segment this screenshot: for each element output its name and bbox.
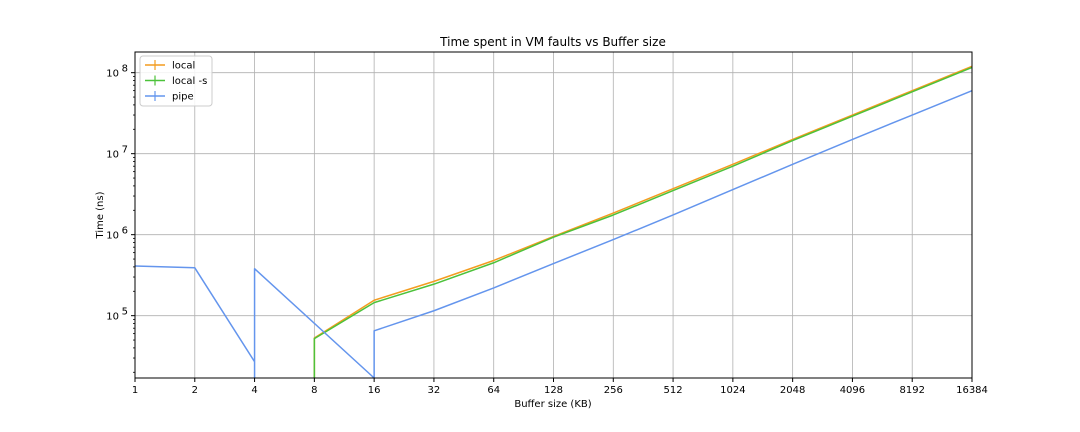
y-tick-label-exponent: 5 xyxy=(122,307,128,318)
x-tick-label: 16 xyxy=(368,385,381,396)
y-tick-label: 10 xyxy=(106,231,119,242)
x-tick-label: 1 xyxy=(132,385,138,396)
plot-series xyxy=(134,65,973,379)
x-tick-label: 16384 xyxy=(956,385,988,396)
chart-title: Time spent in VM faults vs Buffer size xyxy=(439,35,666,49)
x-tick-label: 8 xyxy=(311,385,317,396)
legend-box xyxy=(139,55,213,107)
legend-label: pipe xyxy=(172,92,194,103)
x-tick-label: 512 xyxy=(664,385,683,396)
x-tick-label: 64 xyxy=(487,385,500,396)
y-tick-label-exponent: 6 xyxy=(122,226,128,237)
x-tick-label: 4096 xyxy=(840,385,865,396)
y-tick-label: 10 xyxy=(106,312,119,323)
legend: local local -s pipe xyxy=(139,55,213,107)
y-tick-label-exponent: 8 xyxy=(122,64,128,75)
y-tick-label: 10 xyxy=(106,69,119,80)
series-line-pipe xyxy=(134,89,973,379)
x-tick-label: 2 xyxy=(192,385,198,396)
series-line-local xyxy=(313,65,973,378)
x-axis-title: Buffer size (KB) xyxy=(514,399,591,410)
y-axis-title: Time (ns) xyxy=(95,191,106,239)
x-tick-label: 128 xyxy=(544,385,563,396)
series-line-local-s xyxy=(313,66,973,378)
x-tick-label: 32 xyxy=(428,385,441,396)
x-axis: 1 2 4 8 16 32 64 128 256 512 1024 2048 4096 8192 16384 xyxy=(132,378,988,396)
x-tick-label: 256 xyxy=(604,385,623,396)
x-tick-label: 8192 xyxy=(899,385,924,396)
x-tick-label: 1024 xyxy=(720,385,745,396)
legend-label: local xyxy=(172,61,195,72)
y-tick-label: 10 xyxy=(106,150,119,161)
x-tick-label: 2048 xyxy=(780,385,805,396)
legend-label: local -s xyxy=(172,76,207,87)
y-tick-label-exponent: 7 xyxy=(122,145,128,156)
x-tick-label: 4 xyxy=(251,385,257,396)
